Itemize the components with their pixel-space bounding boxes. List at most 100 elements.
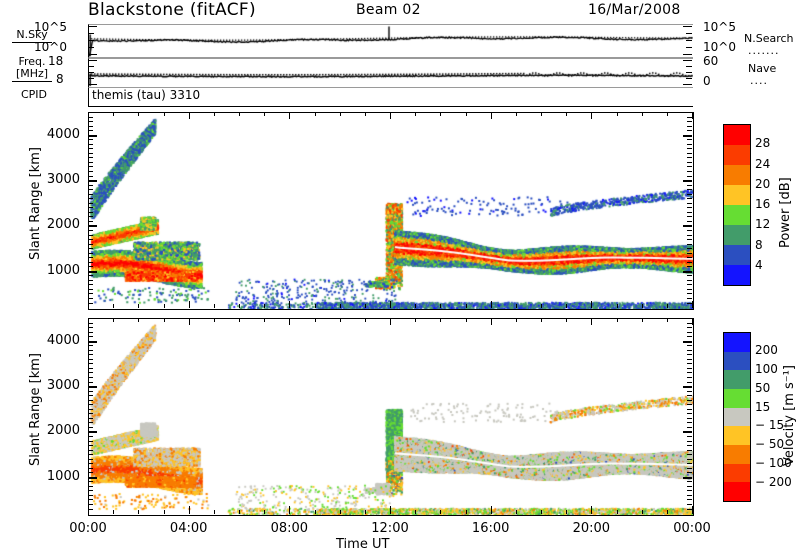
power-ytickmark-1000 [88, 271, 97, 273]
power-yminor-r [687, 303, 692, 304]
x-tickmark-major-1 [189, 506, 191, 514]
x-tickmark-pwr-bot-3 [390, 301, 392, 308]
velocity-yminor [88, 332, 93, 333]
power-ytickmark-r-2000 [683, 225, 692, 227]
x-tickmark-pwr-bot-4 [491, 301, 493, 308]
velocity-ytickmark-r-4000 [683, 341, 692, 343]
x-tickmark-minor [566, 318, 567, 322]
power-yminor [88, 144, 93, 145]
velocity-yminor [88, 463, 93, 464]
x-tickmark-vel-top-2 [289, 318, 291, 325]
power-ytickmark-r-3000 [683, 180, 692, 182]
power-yminor [88, 194, 93, 195]
velocity-yminor-r [687, 509, 692, 510]
x-tickmark-minor [415, 510, 416, 514]
x-axis-title: Time UT [336, 537, 390, 552]
x-tick-04-00-1: 04:00 [169, 521, 208, 536]
cbar-power-label-5: 8 [755, 237, 763, 252]
x-tickmark-vel-top-5 [591, 318, 593, 325]
power-yminor-r [687, 130, 692, 131]
x-tickmark-minor [415, 304, 416, 308]
x-tickmark-minor [667, 304, 668, 308]
power-yminor [88, 216, 93, 217]
x-tickmark-pwr-top-4 [491, 112, 493, 119]
power-yminor-r [687, 189, 692, 190]
velocity-yminor-r [687, 404, 692, 405]
velocity-yminor [88, 368, 93, 369]
power-yminor-r [687, 239, 692, 240]
power-yminor-r [687, 262, 692, 263]
cbar-power-segment-1 [724, 145, 750, 165]
power-yminor-r [687, 194, 692, 195]
cbar-vel-segment-3 [724, 388, 750, 408]
power-yminor-r [687, 293, 692, 294]
freq-left-stub [88, 72, 94, 74]
x-tickmark-minor [516, 510, 517, 514]
cbar-power-label-6: 4 [755, 257, 763, 272]
velocity-yminor [88, 418, 93, 419]
velocity-yminor [88, 495, 93, 496]
power-yminor [88, 148, 93, 149]
cbar-vel-label-7: − 200 [755, 475, 792, 490]
nsky-left-stub [88, 40, 94, 42]
nsky-right-stub [686, 47, 692, 49]
x-tickmark-minor [642, 318, 643, 322]
power-yminor-r [687, 253, 692, 254]
velocity-yminor-r [687, 323, 692, 324]
nsky-right-stub [686, 40, 692, 42]
freq-underline [12, 81, 52, 82]
velocity-yminor-r [687, 486, 692, 487]
x-tickmark-minor [440, 304, 441, 308]
velocity-yminor [88, 323, 93, 324]
x-tick-12-00-3: 12:00 [371, 521, 409, 536]
power-yminor [88, 203, 93, 204]
power-yminor [88, 185, 93, 186]
power-yminor-r [687, 298, 692, 299]
velocity-yminor-r [687, 345, 692, 346]
nsky-left-lo-tick: 10^0 [34, 40, 67, 54]
power-yminor-r [687, 212, 692, 213]
velocity-yminor-r [687, 332, 692, 333]
freq-label-line1: Freq. [18, 55, 46, 68]
velocity-yminor-r [687, 490, 692, 491]
nsky-label: N.Sky [4, 28, 60, 43]
x-tickmark-minor [516, 318, 517, 322]
velocity-yminor-r [687, 454, 692, 455]
velocity-ytick-4000: 4000 [46, 332, 80, 348]
power-yminor [88, 130, 93, 131]
nsky-left-stub [88, 33, 94, 35]
power-ytickmark-r-1000 [683, 271, 692, 273]
velocity-ytick-2000: 2000 [46, 423, 80, 439]
x-tickmark-minor [315, 304, 316, 308]
velocity-yminor [88, 354, 93, 355]
x-tickmark-minor [667, 318, 668, 322]
x-tickmark-pwr-bot-2 [289, 301, 291, 308]
velocity-yminor [88, 481, 93, 482]
power-yminor [88, 166, 93, 167]
x-tickmark-major-4 [491, 506, 493, 514]
x-tick-20-00-5: 20:00 [572, 521, 611, 536]
power-yminor-r [687, 216, 692, 217]
power-yminor [88, 121, 93, 122]
x-tickmark-minor [566, 112, 567, 116]
power-yminor [88, 212, 93, 213]
x-tickmark-minor [264, 318, 265, 322]
power-rti-canvas [89, 113, 693, 309]
velocity-yminor [88, 413, 93, 414]
x-tickmark-major-5 [591, 506, 593, 514]
velocity-yminor-r [687, 427, 692, 428]
cpid-panel [88, 88, 693, 107]
x-tickmark-minor [440, 510, 441, 514]
nave-label: Nave [748, 62, 777, 75]
power-yminor-r [687, 121, 692, 122]
cbar-power-segment-3 [724, 185, 750, 205]
power-yminor-r [687, 148, 692, 149]
x-tickmark-minor [340, 318, 341, 322]
power-yminor [88, 298, 93, 299]
power-ytickmark-2000 [88, 225, 97, 227]
nsky-right-stub [686, 33, 692, 35]
x-tickmark-minor [214, 304, 215, 308]
x-tickmark-minor [164, 112, 165, 116]
power-yminor [88, 117, 93, 118]
x-tickmark-minor [340, 112, 341, 116]
